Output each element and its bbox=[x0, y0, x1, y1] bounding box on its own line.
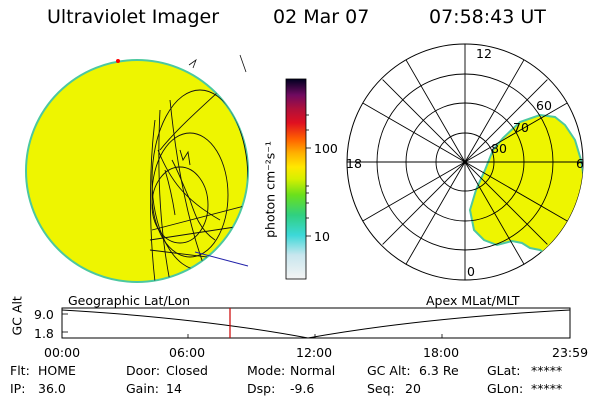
x-tick-0000: 00:00 bbox=[44, 345, 81, 360]
mlt-label-18: 18 bbox=[346, 156, 362, 171]
ip-label: IP: bbox=[10, 381, 26, 396]
apex-caption: Apex MLat/MLT bbox=[426, 293, 520, 308]
x-tick-0600: 06:00 bbox=[169, 345, 206, 360]
altitude-curve bbox=[61, 309, 571, 339]
altitude-tick-9: 9.0 bbox=[34, 307, 54, 322]
glon-label: GLon: bbox=[487, 381, 524, 396]
lat-label-60: 60 bbox=[536, 98, 552, 113]
flt-value: HOME bbox=[38, 363, 76, 378]
altitude-ylabel: GC Alt bbox=[9, 296, 25, 336]
date-label: 02 Mar 07 bbox=[273, 6, 370, 28]
ip-value: 36.0 bbox=[38, 381, 66, 396]
gain-value: 14 bbox=[166, 381, 182, 396]
colorbar-tick-100: 100 bbox=[314, 141, 338, 156]
glat-label: GLat: bbox=[487, 363, 521, 378]
auroral-region bbox=[468, 113, 583, 256]
glat-value: ***** bbox=[531, 363, 563, 378]
geographic-disk bbox=[25, 59, 249, 283]
sun-marker bbox=[116, 59, 120, 63]
lat-label-80: 80 bbox=[491, 141, 507, 156]
satellite-track bbox=[194, 251, 249, 267]
mode-label: Mode: bbox=[247, 363, 286, 378]
time-label: 07:58:43 UT bbox=[429, 6, 546, 28]
door-value: Closed bbox=[166, 363, 208, 378]
flt-label: Flt: bbox=[10, 363, 30, 378]
gain-label: Gain: bbox=[126, 381, 159, 396]
lat-label-70: 70 bbox=[513, 120, 529, 135]
seq-label: Seq: bbox=[367, 381, 395, 396]
altitude-tick-1-8: 1.8 bbox=[34, 326, 54, 341]
instrument-title: Ultraviolet Imager bbox=[47, 6, 220, 28]
mode-value: Normal bbox=[290, 363, 336, 378]
door-label: Door: bbox=[126, 363, 161, 378]
x-tick-1800: 18:00 bbox=[423, 345, 460, 360]
mlt-label-0: 0 bbox=[467, 264, 475, 279]
x-tick-2359: 23:59 bbox=[552, 345, 589, 360]
glon-value: ***** bbox=[531, 381, 563, 396]
gcalt-label: GC Alt: bbox=[367, 363, 411, 378]
mlt-label-6: 6 bbox=[576, 156, 584, 171]
dsp-value: -9.6 bbox=[290, 381, 315, 396]
dsp-label: Dsp: bbox=[247, 381, 276, 396]
colorbar-unit-label: photon cm⁻²s⁻¹ bbox=[262, 141, 278, 238]
geographic-grid-lines bbox=[149, 67, 248, 282]
geographic-caption: Geographic Lat/Lon bbox=[68, 293, 190, 308]
gcalt-value: 6.3 Re bbox=[419, 363, 459, 378]
x-tick-1200: 12:00 bbox=[296, 345, 333, 360]
colorbar-tick-10: 10 bbox=[314, 229, 330, 244]
mlt-label-12: 12 bbox=[476, 46, 492, 61]
polar-grid bbox=[347, 44, 583, 280]
seq-value: 20 bbox=[405, 381, 421, 396]
